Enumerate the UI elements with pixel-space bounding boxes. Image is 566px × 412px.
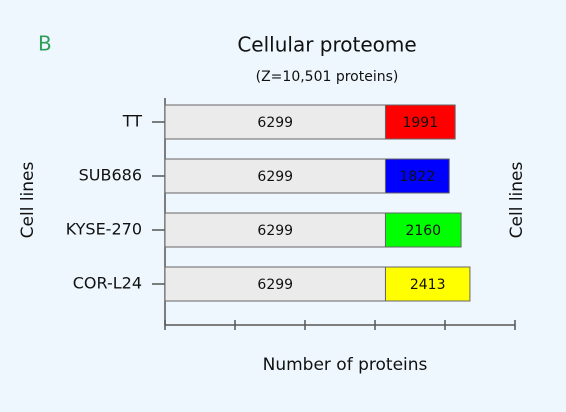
value-label: 2413 xyxy=(410,277,446,293)
bar-segment xyxy=(384,212,462,248)
value-label: 6299 xyxy=(257,277,293,293)
value-label: 2160 xyxy=(405,223,441,239)
value-label: 6299 xyxy=(257,169,293,185)
bar-segment xyxy=(164,266,386,302)
panel-label: B xyxy=(38,32,52,56)
y2-axis-label: Cell lines xyxy=(507,162,527,239)
y-tick-label: SUB686 xyxy=(79,166,142,185)
y-tick-label: KYSE-270 xyxy=(66,220,142,239)
value-label: 6299 xyxy=(257,223,293,239)
bar-segment xyxy=(164,212,386,248)
y-tick-label: TT xyxy=(122,112,142,131)
y-axis-label: Cell lines xyxy=(18,162,38,239)
bar-segment xyxy=(384,158,450,194)
chart-title: Cellular proteome xyxy=(237,33,416,57)
bar-segment xyxy=(384,266,471,302)
x-axis-label: Number of proteins xyxy=(263,355,428,375)
value-label: 1991 xyxy=(402,115,438,131)
bar-segment xyxy=(384,104,456,140)
chart-subtitle: (Z=10,501 proteins) xyxy=(256,69,399,85)
bar-segment xyxy=(164,158,386,194)
value-label: 6299 xyxy=(257,115,293,131)
y-tick-label: COR-L24 xyxy=(73,274,142,293)
value-label: 1822 xyxy=(400,169,436,185)
